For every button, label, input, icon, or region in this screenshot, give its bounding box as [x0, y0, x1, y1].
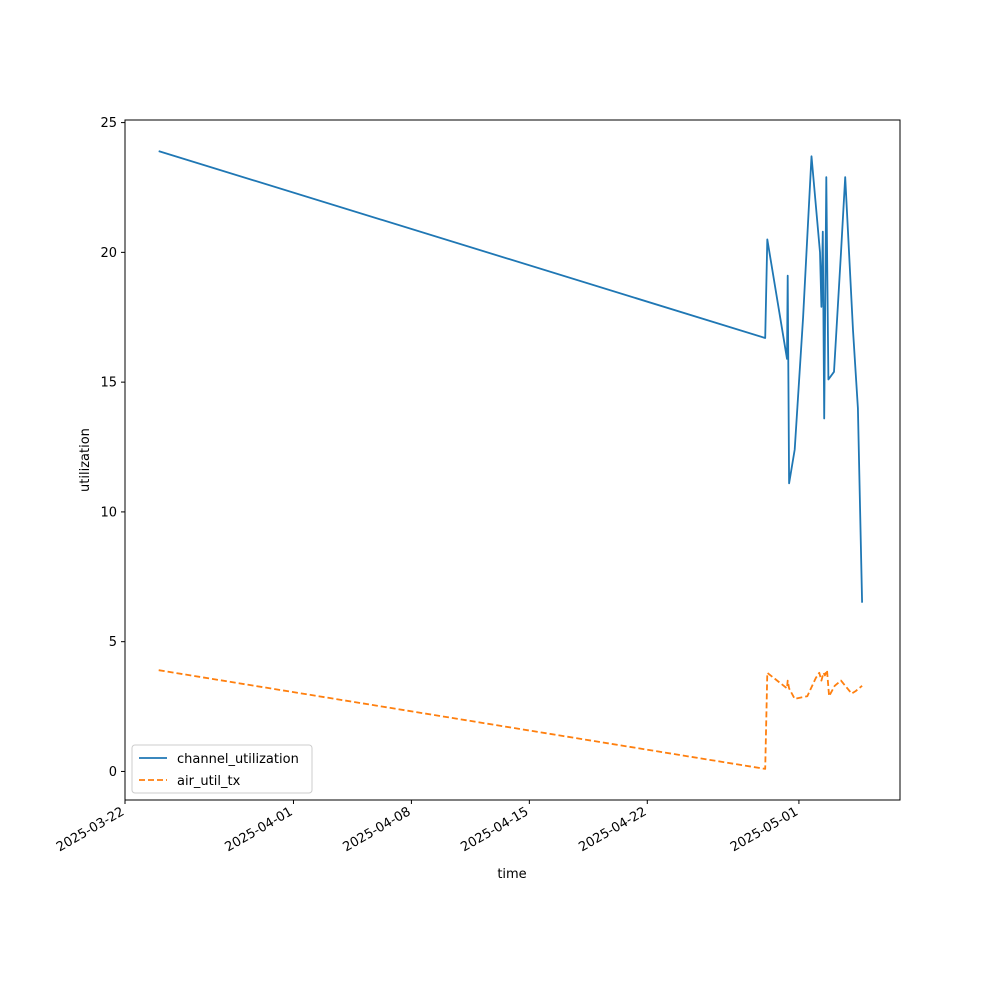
y-tick-label: 10 [100, 505, 117, 520]
legend: channel_utilization air_util_tx [131, 744, 313, 794]
y-tick-label: 15 [100, 376, 117, 391]
y-axis: 0 5 10 15 20 25 [100, 116, 125, 780]
series-line-channel-utilization [158, 150, 863, 603]
y-tick-label: 0 [109, 765, 117, 780]
y-tick-label: 5 [109, 635, 117, 650]
series-line-air-util-tx [158, 669, 863, 770]
y-axis-label: utilization [78, 428, 93, 492]
x-axis-label: time [497, 867, 526, 882]
legend-box [131, 744, 313, 794]
y-tick-label: 25 [100, 116, 117, 131]
legend-label-channel-utilization: channel_utilization [177, 752, 299, 767]
y-tick-label: 20 [100, 246, 117, 261]
series-layer [158, 150, 863, 770]
legend-label-air-util-tx: air_util_tx [177, 774, 241, 789]
plot-area-frame [124, 119, 901, 801]
